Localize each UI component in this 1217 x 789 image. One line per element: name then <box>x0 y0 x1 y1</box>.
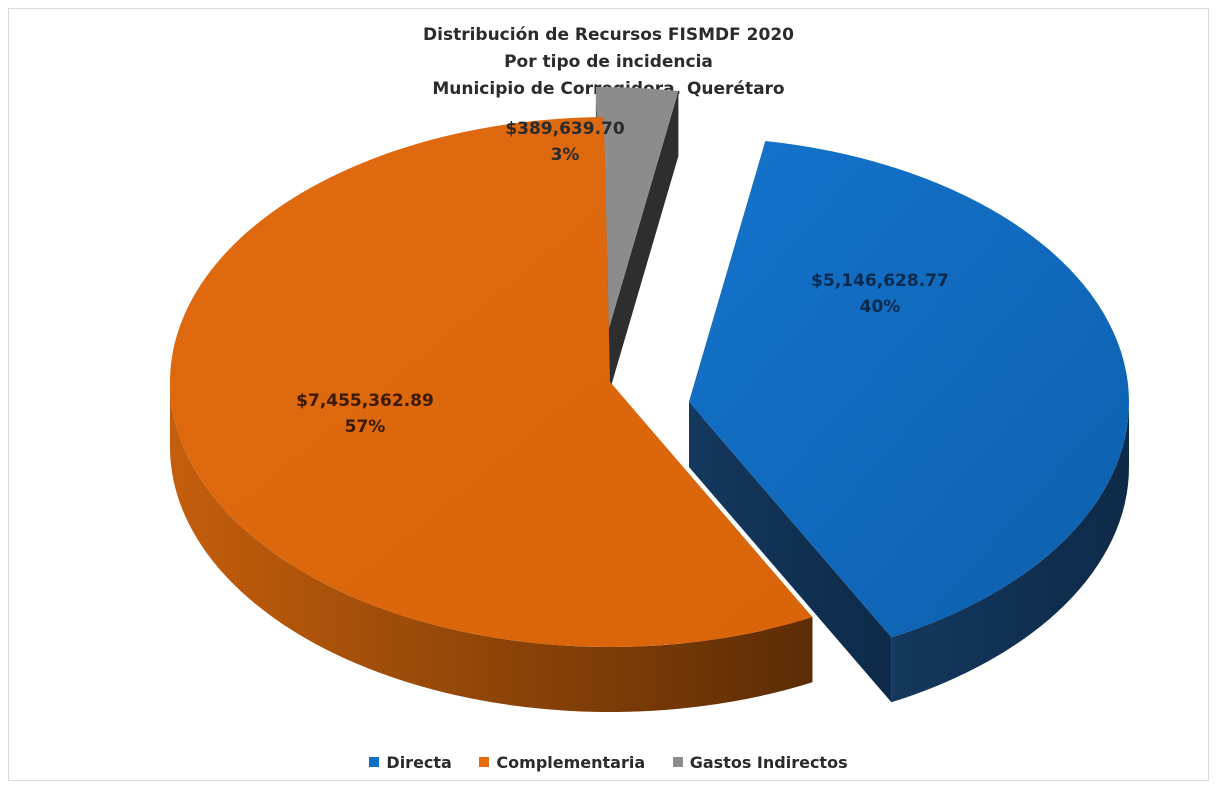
legend-label-complementaria: Complementaria <box>496 752 646 772</box>
pie-slice-directa-top <box>689 141 1129 638</box>
data-label-percent-gastos-indirectos: 3% <box>551 145 580 165</box>
legend-swatch-directa <box>369 757 380 767</box>
pie-slice-gastos-indirectos-wall-1 <box>602 91 679 418</box>
legend-item-gastos-indirectos: Gastos Indirectos <box>672 752 848 772</box>
pie-slice-complementaria <box>170 117 813 712</box>
pie-slice-directa-wall-1 <box>689 402 892 703</box>
chart-title: Distribución de Recursos FISMDF 2020 <box>423 25 794 45</box>
legend-item-directa: Directa <box>369 752 452 772</box>
pie-slice-gastos-indirectos-top <box>595 87 679 352</box>
legend-label-directa: Directa <box>386 752 452 772</box>
pie-slice-directa <box>689 141 1129 703</box>
pie-slice-complementaria-side <box>170 382 813 712</box>
pie-slice-complementaria-top <box>170 117 813 647</box>
data-label-value-directa: $5,146,628.77 <box>811 271 949 291</box>
data-label-percent-complementaria: 57% <box>345 417 386 437</box>
chart-titles: Distribución de Recursos FISMDF 2020 Por… <box>0 22 1217 103</box>
data-label-value-complementaria: $7,455,362.89 <box>296 391 434 411</box>
data-label-percent-directa: 40% <box>860 297 901 317</box>
data-label-value-gastos-indirectos: $389,639.70 <box>505 119 625 139</box>
chart-legend: Directa Complementaria Gastos Indirectos <box>0 752 1217 772</box>
legend-swatch-complementaria <box>479 757 490 767</box>
chart-subtitle-1: Por tipo de incidencia <box>504 52 713 72</box>
legend-label-gastos-indirectos: Gastos Indirectos <box>689 752 848 772</box>
legend-item-complementaria: Complementaria <box>479 753 645 772</box>
legend-swatch-gastos-indirectos <box>672 757 683 767</box>
pie-slice-directa-side <box>891 402 1129 703</box>
